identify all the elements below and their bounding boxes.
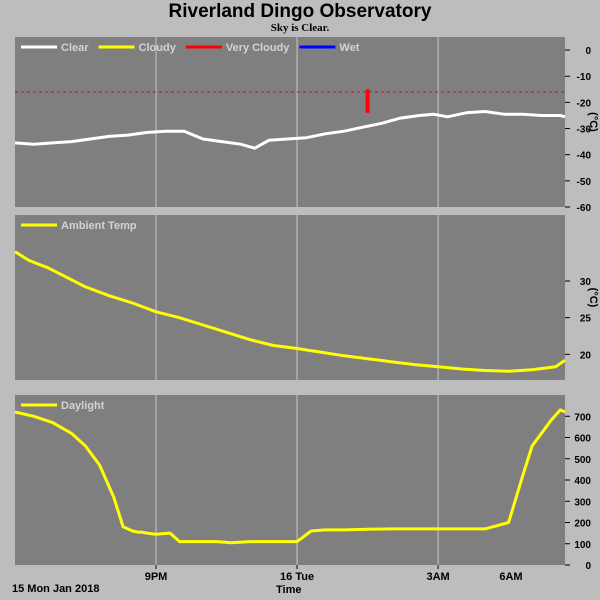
sky-plot-area [15, 37, 565, 207]
daylight-y-tick-label: 700 [574, 412, 591, 423]
sky-y-tick-label: -60 [577, 203, 592, 214]
sky-panel: 0 -10 -20 -30 -40 -50 -60 (°C) Clear Cloudy Very C… [14, 37, 599, 214]
ambient-legend-label: Ambient Temp [61, 220, 137, 232]
sky-y-tick-label: -50 [577, 177, 592, 188]
x-tick-label: 6AM [499, 571, 522, 583]
daylight-y-tick-label: 400 [574, 476, 591, 487]
sky-status: Sky is Clear. [270, 22, 330, 34]
sky-y-tick-label: -20 [577, 98, 592, 109]
sky-series-clear [14, 110, 566, 150]
sky-y-axis-label: (°C) [587, 112, 599, 132]
daylight-y-tick-label: 100 [574, 540, 591, 551]
ambient-y-tick-label: 30 [580, 277, 592, 288]
daylight-legend-label: Daylight [61, 400, 105, 412]
sky-legend-label: Very Cloudy [226, 42, 290, 54]
page-title: Riverland Dingo Observatory [168, 1, 432, 22]
daylight-panel: 0 100 200 300 400 500 600 700 Daylight [14, 395, 591, 572]
daylight-y-tick-label: 500 [574, 455, 591, 466]
ambient-series-ambient-temp [14, 250, 566, 373]
sky-y-tick-label: -30 [577, 125, 592, 136]
daylight-y-tick-label: 200 [574, 519, 591, 530]
sky-y-tick-label: -40 [577, 151, 592, 162]
ambient-y-tick-label: 20 [580, 350, 592, 361]
ambient-y-tick-label: 25 [580, 314, 592, 325]
sky-legend-label: Clear [61, 42, 89, 54]
sky-y-tick-label: 0 [585, 46, 591, 57]
daylight-plot-area [15, 395, 565, 565]
x-tick-label: 3AM [426, 571, 449, 583]
daylight-y-tick-label: 0 [585, 561, 591, 572]
ambient-panel: 20 25 30(°C) Ambient Temp [14, 215, 599, 380]
sky-legend-label: Cloudy [139, 42, 177, 54]
ambient-y-axis-label: (°C) [587, 288, 599, 308]
x-axis-label: Time [276, 584, 302, 596]
x-tick-label: 9PM [145, 571, 168, 583]
date-label: 15 Mon Jan 2018 [12, 583, 100, 595]
daylight-y-tick-label: 600 [574, 434, 591, 445]
daylight-series-daylight [14, 408, 566, 545]
x-tick-label: 16 Tue [280, 571, 314, 583]
daylight-y-tick-label: 300 [574, 497, 591, 508]
ambient-plot-area [15, 215, 565, 380]
sky-legend-label: Wet [339, 42, 359, 54]
sky-y-tick-label: -10 [577, 72, 592, 83]
